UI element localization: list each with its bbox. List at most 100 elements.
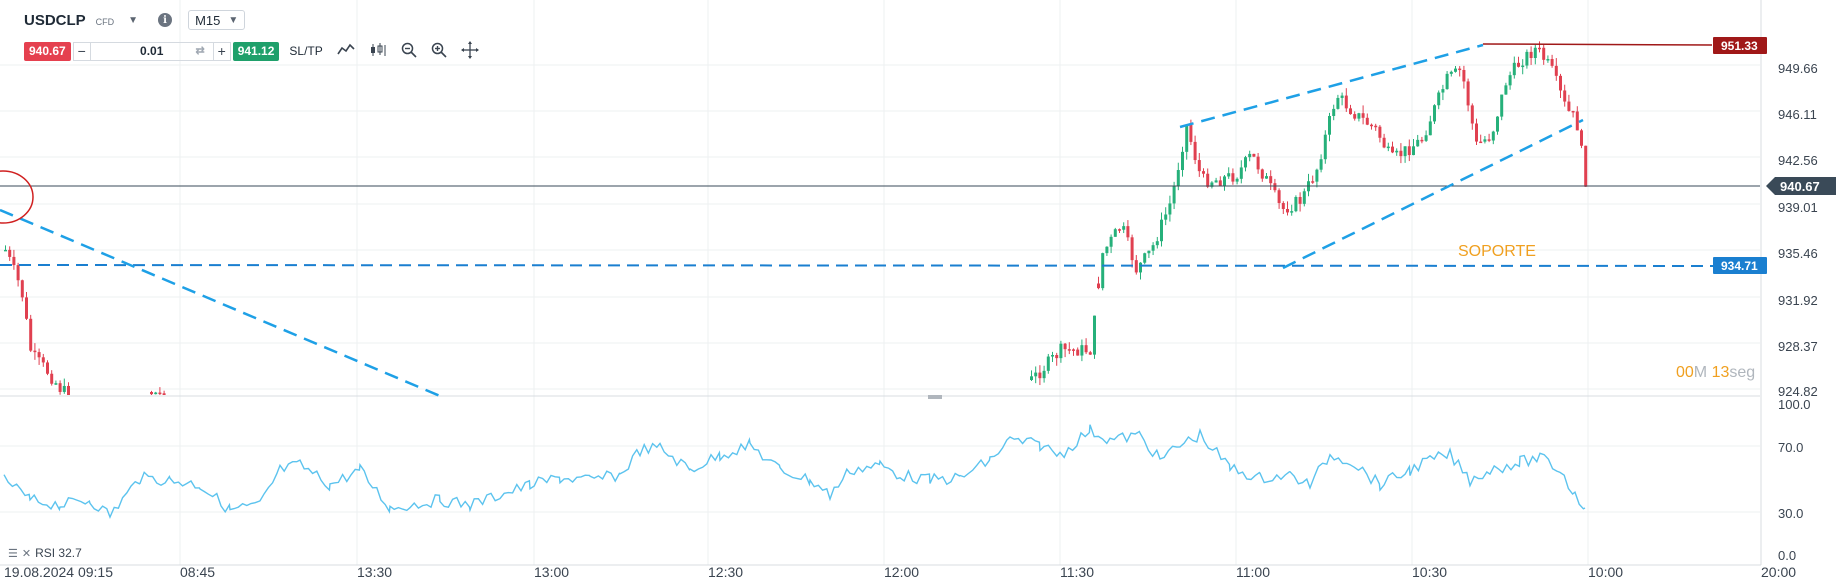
candle-body (1168, 203, 1172, 215)
candle-body (1353, 114, 1357, 119)
line-chart-icon[interactable] (337, 43, 355, 60)
info-icon[interactable]: i (158, 13, 173, 27)
candle-body (1361, 113, 1365, 118)
symbol-name[interactable]: USDCLP (24, 11, 86, 29)
crosshair-icon[interactable] (460, 40, 479, 62)
timeframe-select[interactable]: M15 ▼ (188, 10, 246, 30)
candle-body (1311, 181, 1315, 183)
candle-body (1210, 182, 1214, 187)
candlestick-icon[interactable] (369, 42, 387, 60)
candle-body (1059, 343, 1063, 359)
candle-body (1126, 226, 1130, 238)
rsi-series (3, 424, 1586, 519)
support-line[interactable] (0, 264, 1761, 267)
candle-body (1445, 73, 1449, 90)
symbol-dropdown-icon[interactable]: ▼ (128, 14, 139, 26)
zoom-in-icon[interactable] (431, 42, 447, 61)
candle-body (1218, 180, 1222, 186)
rsi-line (3, 424, 1586, 519)
candle-body (1517, 62, 1520, 67)
decrease-quantity-button[interactable]: − (77, 43, 86, 59)
candle-body (1424, 135, 1428, 141)
close-icon[interactable]: ✕ (21, 547, 32, 560)
candle-body (1374, 125, 1378, 128)
candle-body (1521, 65, 1525, 68)
candle-body (1437, 92, 1441, 106)
scroll-handle[interactable] (928, 395, 942, 399)
sltp-button[interactable]: SL/TP (289, 44, 323, 58)
candle-body (1386, 146, 1390, 149)
resistance-line[interactable] (1482, 43, 1713, 46)
candle-body (1080, 345, 1084, 356)
candle-body (1500, 94, 1504, 117)
candle-body (1538, 47, 1541, 50)
candle-body (1575, 111, 1579, 131)
candle-countdown: 00M 13seg (1676, 364, 1755, 382)
candle-body (1546, 59, 1550, 61)
candle-body (1055, 355, 1059, 359)
candle-body (1344, 95, 1348, 109)
candle-body (1113, 229, 1117, 237)
candle-body (1151, 245, 1155, 251)
increase-quantity-button[interactable]: + (217, 43, 226, 59)
price-tick: 942.56 (1778, 153, 1818, 168)
candle-body (1441, 89, 1445, 93)
swap-icon[interactable]: ⇄ (195, 44, 205, 57)
candle-body (1189, 124, 1193, 142)
candle-body (1239, 167, 1243, 179)
channel-lower-trendline[interactable] (1282, 118, 1584, 270)
candle-body (1118, 229, 1121, 231)
candle-body (1105, 246, 1109, 254)
candle-body (1470, 105, 1474, 124)
time-tick: 11:30 (1060, 564, 1094, 580)
candle-body (1084, 345, 1088, 353)
candle-body (1529, 51, 1533, 59)
channel-upper-trendline[interactable] (1179, 43, 1484, 129)
candlestick-series (4, 41, 1588, 395)
candle-body (1496, 116, 1499, 132)
candle-body (1155, 241, 1159, 246)
candle-body (1483, 139, 1487, 142)
chart-grid (0, 0, 1760, 565)
candle-body (1067, 349, 1071, 351)
candle-body (1563, 90, 1567, 102)
countdown-seconds: 13 (1711, 364, 1730, 381)
candle-body (1319, 159, 1323, 170)
candle-body (1554, 65, 1558, 76)
rsi-legend[interactable]: ☰ ✕ RSI 32.7 (8, 546, 82, 560)
candle-body (8, 249, 12, 257)
quantity-stepper[interactable]: − 0.01 ⇄ + (72, 41, 231, 61)
candle-body (1399, 150, 1403, 157)
candle-body (1420, 139, 1424, 142)
candle-body (1181, 151, 1184, 171)
candle-body (1164, 214, 1168, 220)
candle-body (37, 352, 41, 358)
price-tick: 939.01 (1778, 200, 1818, 215)
buy-button[interactable]: 941.12 (232, 41, 280, 61)
candle-body (1260, 169, 1264, 179)
candle-body (1512, 62, 1516, 76)
candle-body (1046, 356, 1050, 371)
candle-body (1571, 110, 1575, 113)
candle-body (1193, 141, 1197, 161)
candle-body (1202, 171, 1205, 174)
candle-body (1533, 47, 1537, 59)
rsi-tick: 100.0 (1778, 397, 1811, 412)
candle-body (1332, 108, 1336, 116)
candle-body (1567, 101, 1571, 111)
menu-icon[interactable]: ☰ (8, 547, 18, 560)
candle-body (1395, 150, 1399, 153)
candle-body (16, 265, 20, 281)
candle-body (41, 357, 45, 363)
countdown-minutes-unit: M (1693, 364, 1708, 381)
descending-trendline[interactable] (0, 208, 441, 398)
candle-body (1462, 69, 1466, 82)
candle-body (1412, 146, 1415, 156)
sell-button[interactable]: 940.67 (24, 41, 71, 61)
circle-annotation[interactable] (0, 170, 34, 224)
zoom-out-icon[interactable] (401, 42, 417, 61)
svg-text:951.33: 951.33 (1721, 39, 1758, 53)
candle-body (25, 297, 28, 319)
quantity-input[interactable]: 0.01 ⇄ (89, 42, 214, 60)
